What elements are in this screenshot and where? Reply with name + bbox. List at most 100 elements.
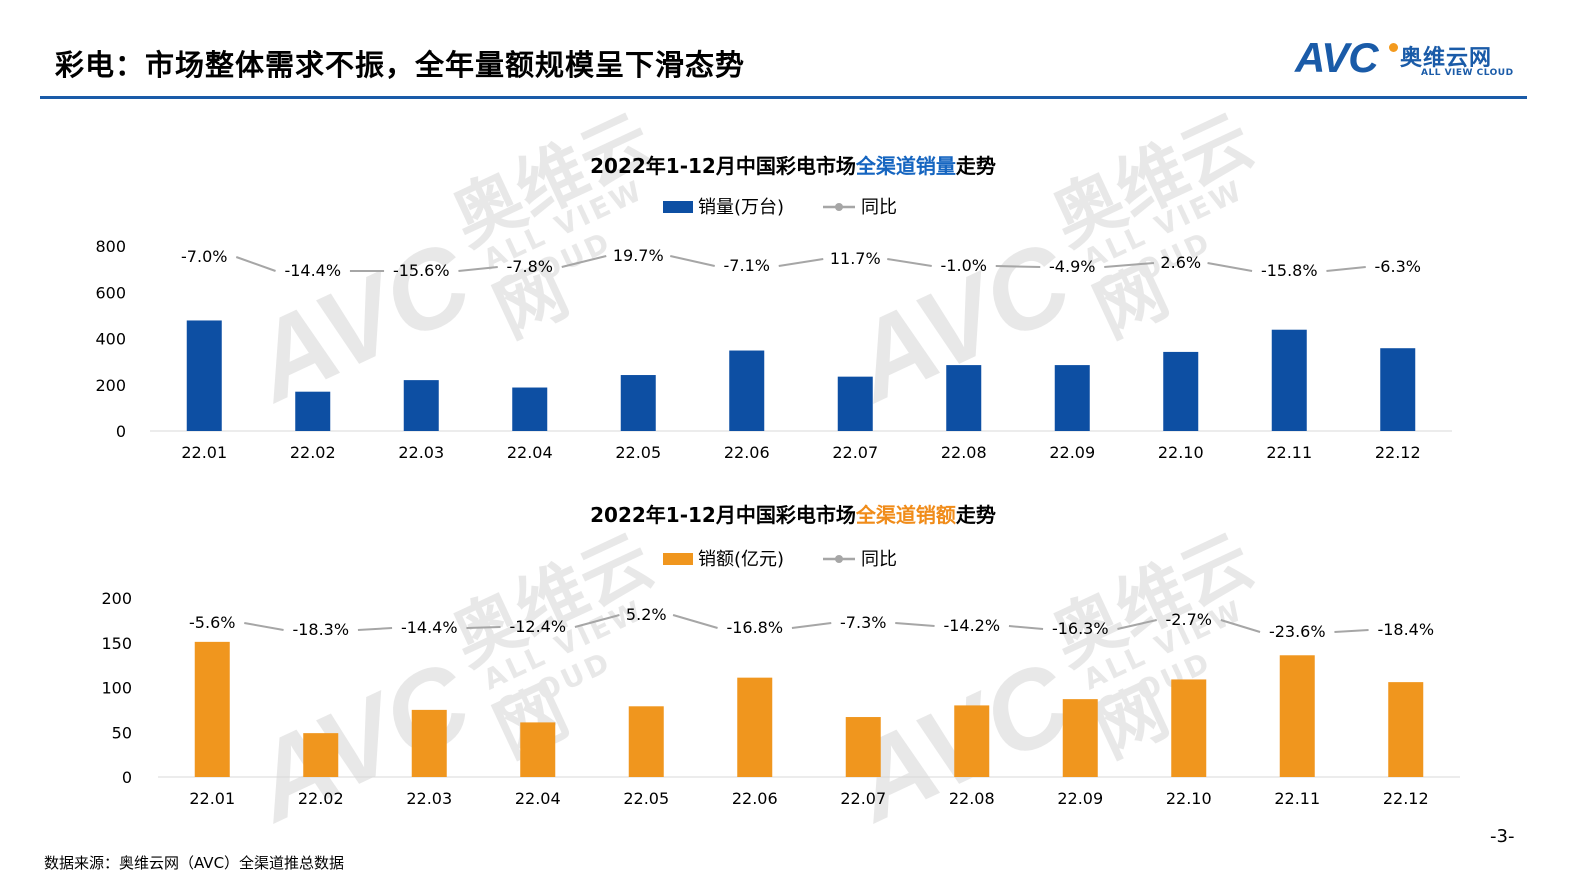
bar xyxy=(1388,682,1424,777)
legend-bar-swatch xyxy=(663,201,693,213)
yoy-data-label: -7.1% xyxy=(724,256,770,275)
yoy-data-label: -18.4% xyxy=(1377,620,1434,639)
x-tick-label: 22.01 xyxy=(181,443,227,462)
chart-title-part: 全渠道销量 xyxy=(855,154,956,178)
bar xyxy=(520,722,556,777)
yoy-data-label: 5.2% xyxy=(626,605,667,624)
chart-title-part: 全渠道销额 xyxy=(855,503,956,527)
chart-legend: 销量(万台) 同比 xyxy=(663,197,897,218)
x-tick-label: 22.07 xyxy=(832,443,878,462)
y-tick-label: 150 xyxy=(101,634,132,653)
y-tick-label: 50 xyxy=(112,723,132,742)
chart-title: 2022年1-12月中国彩电市场全渠道销量走势 xyxy=(590,154,996,178)
page-number: -3- xyxy=(1490,826,1515,847)
y-tick-label: 800 xyxy=(95,237,126,256)
bar xyxy=(1054,365,1090,431)
avc-logo: AVC 奥维云网 ALL VIEW CLOUD xyxy=(1295,34,1535,83)
bar xyxy=(1171,679,1207,777)
bar xyxy=(845,717,881,777)
yoy-data-label: -7.8% xyxy=(507,257,553,276)
legend-line-marker xyxy=(835,555,843,563)
x-tick-label: 22.01 xyxy=(189,789,235,808)
yoy-data-label: -16.8% xyxy=(726,618,783,637)
chart-title-part: 走势 xyxy=(956,503,996,527)
bar xyxy=(186,320,222,431)
yoy-line-segment xyxy=(574,614,620,628)
yoy-line-segment xyxy=(1104,262,1155,268)
logo-cn-text: 奥维云网 xyxy=(1400,46,1493,71)
legend-line-label: 同比 xyxy=(861,197,897,218)
bar xyxy=(411,709,447,777)
yoy-data-label: -15.8% xyxy=(1261,261,1318,280)
y-tick-label: 0 xyxy=(116,422,126,441)
yoy-line-segment xyxy=(778,258,824,267)
y-tick-label: 200 xyxy=(101,589,132,608)
bar xyxy=(295,391,331,431)
yoy-line-segment xyxy=(244,622,284,631)
yoy-line-segment xyxy=(1334,629,1369,633)
yoy-data-label: -18.3% xyxy=(292,620,349,639)
legend-bar-swatch xyxy=(663,553,693,565)
yoy-data-label: -1.0% xyxy=(941,256,987,275)
x-tick-label: 22.09 xyxy=(1057,789,1103,808)
yoy-line-segment xyxy=(1207,262,1253,272)
chart-legend: 销额(亿元) 同比 xyxy=(663,549,897,570)
yoy-line-segment xyxy=(235,256,276,272)
bar xyxy=(837,376,873,431)
yoy-data-label: -15.6% xyxy=(393,261,450,280)
x-tick-label: 22.08 xyxy=(949,789,995,808)
title-divider xyxy=(40,96,1527,99)
yoy-line-segment xyxy=(458,266,498,272)
yoy-data-label: 19.7% xyxy=(613,246,664,265)
bar xyxy=(1271,329,1307,431)
chart-title-part: 2022年1-12月中国彩电市场 xyxy=(590,154,856,178)
y-tick-label: 200 xyxy=(95,376,126,395)
y-tick-label: 0 xyxy=(122,768,132,787)
yoy-data-label: 2.6% xyxy=(1160,253,1201,272)
x-tick-label: 22.02 xyxy=(290,443,336,462)
yoy-line-segment xyxy=(1220,619,1261,633)
yoy-line-segment xyxy=(1008,625,1044,630)
yoy-data-label: -23.6% xyxy=(1269,622,1326,641)
yoy-data-label: -12.4% xyxy=(509,617,566,636)
yoy-data-label: -7.3% xyxy=(840,613,886,632)
bar xyxy=(628,706,664,777)
yoy-data-label: -7.0% xyxy=(181,247,227,266)
x-tick-label: 22.09 xyxy=(1049,443,1095,462)
yoy-data-label: -2.7% xyxy=(1166,610,1212,629)
logo-dot-icon xyxy=(1389,43,1398,52)
yoy-data-label: -14.2% xyxy=(943,616,1000,635)
legend-line-marker xyxy=(835,203,843,211)
yoy-data-label: -5.6% xyxy=(189,613,235,632)
bar xyxy=(729,350,765,431)
x-tick-label: 22.04 xyxy=(515,789,561,808)
x-tick-label: 22.06 xyxy=(724,443,770,462)
yoy-line-segment xyxy=(995,265,1041,268)
x-tick-label: 22.10 xyxy=(1158,443,1204,462)
legend-line-label: 同比 xyxy=(861,549,897,570)
chart-title-part: 2022年1-12月中国彩电市场 xyxy=(590,503,856,527)
yoy-line-segment xyxy=(670,255,715,267)
page-title: 彩电：市场整体需求不振，全年量额规模呈下滑态势 xyxy=(55,48,746,82)
yoy-data-label: -6.3% xyxy=(1375,257,1421,276)
x-tick-label: 22.08 xyxy=(941,443,987,462)
y-tick-label: 600 xyxy=(95,283,126,302)
x-tick-label: 22.02 xyxy=(298,789,344,808)
volume-chart: 2022年1-12月中国彩电市场全渠道销量走势销量(万台) 同比 0 200 400 60… xyxy=(0,140,1587,480)
yoy-data-label: -4.9% xyxy=(1049,257,1095,276)
y-tick-label: 400 xyxy=(95,330,126,349)
x-tick-label: 22.06 xyxy=(732,789,778,808)
y-tick-label: 100 xyxy=(101,679,132,698)
bar xyxy=(737,677,773,777)
x-tick-label: 22.11 xyxy=(1274,789,1320,808)
bar xyxy=(512,387,548,431)
chart-title-part: 走势 xyxy=(956,154,996,178)
logo-en-text: ALL VIEW CLOUD xyxy=(1421,68,1514,78)
bar xyxy=(1380,348,1416,431)
yoy-line-segment xyxy=(466,626,501,629)
revenue-chart: 2022年1-12月中国彩电市场全渠道销额走势销额(亿元) 同比 0 50 100 150… xyxy=(0,490,1587,820)
x-tick-label: 22.10 xyxy=(1166,789,1212,808)
bar xyxy=(1279,655,1315,777)
